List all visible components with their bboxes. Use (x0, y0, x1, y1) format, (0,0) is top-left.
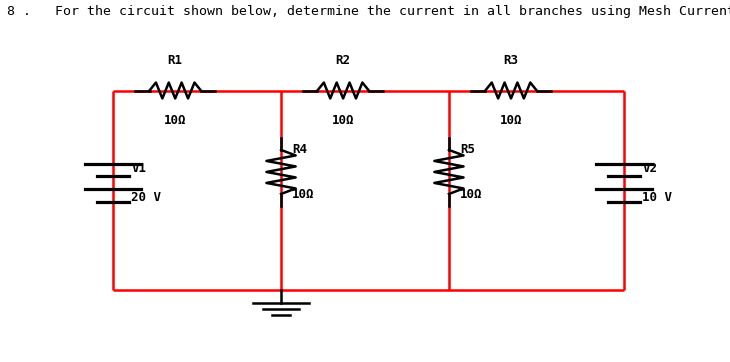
Text: V2: V2 (642, 162, 658, 175)
Text: R5: R5 (460, 143, 475, 156)
Text: 10Ω: 10Ω (292, 188, 315, 201)
Text: 10Ω: 10Ω (164, 114, 186, 127)
Text: R1: R1 (168, 54, 182, 67)
Text: 10Ω: 10Ω (500, 114, 522, 127)
Text: 10 V: 10 V (642, 191, 672, 204)
Text: 8 .   For the circuit shown below, determine the current in all branches using M: 8 . For the circuit shown below, determi… (7, 5, 730, 18)
Text: R2: R2 (336, 54, 350, 67)
Text: 10Ω: 10Ω (332, 114, 354, 127)
Text: 20 V: 20 V (131, 191, 161, 204)
Text: R4: R4 (292, 143, 307, 156)
Text: R3: R3 (504, 54, 518, 67)
Text: V1: V1 (131, 162, 147, 175)
Text: 10Ω: 10Ω (460, 188, 483, 201)
